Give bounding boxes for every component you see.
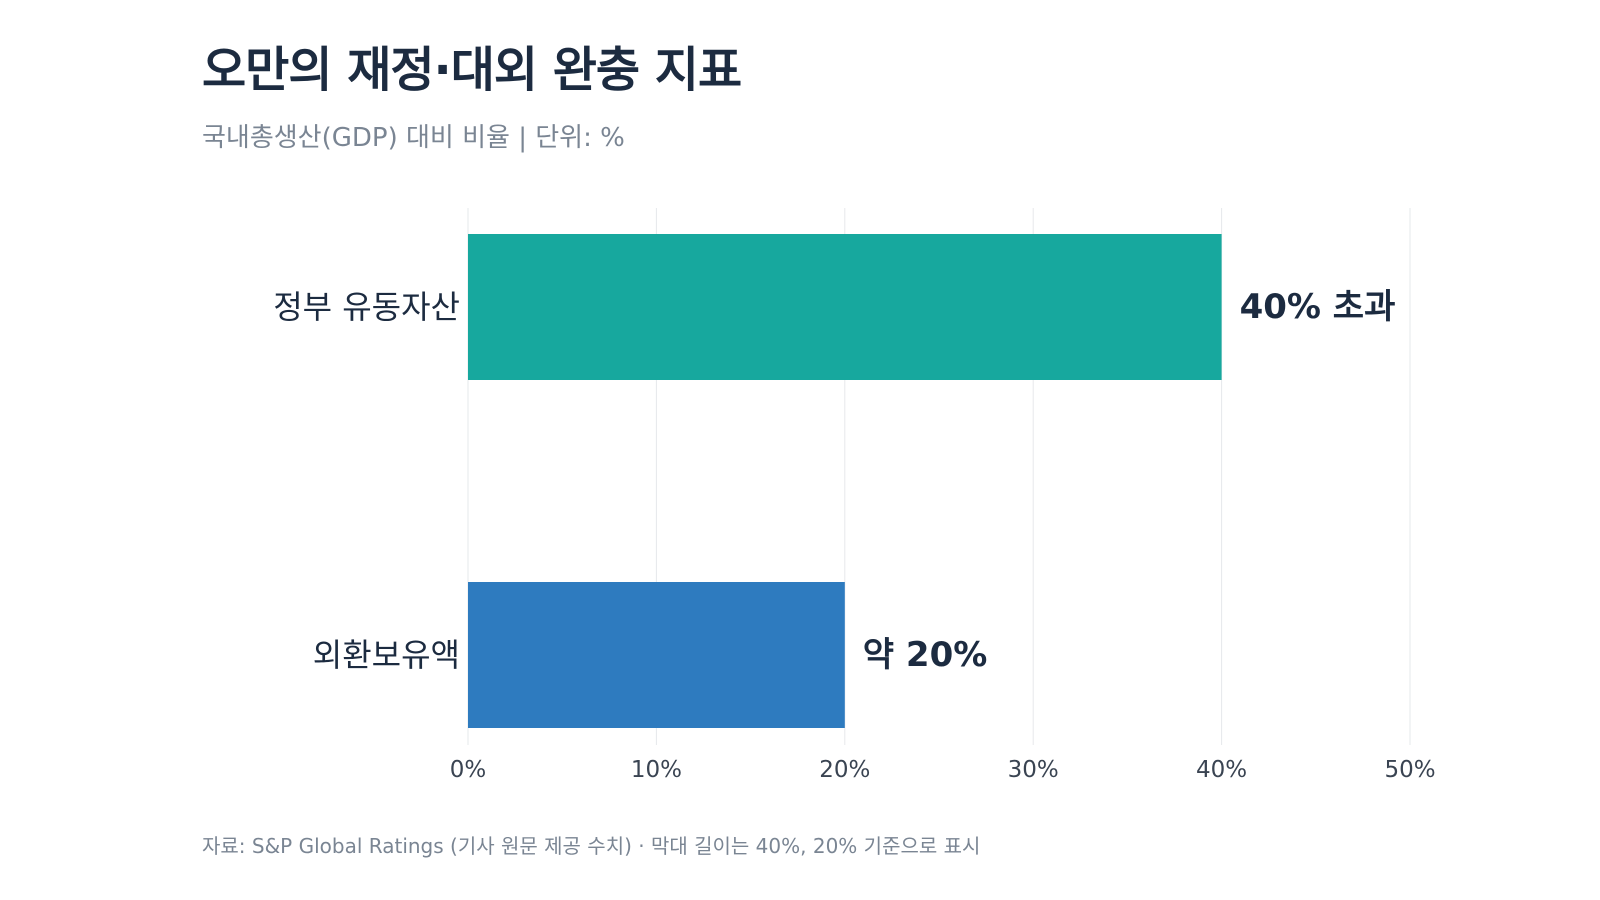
data-label: 40% 초과 xyxy=(1240,287,1396,327)
x-tick-label: 10% xyxy=(631,757,682,783)
bar xyxy=(468,234,1222,380)
chart-subtitle: 국내총생산(GDP) 대비 비율 | 단위: % xyxy=(202,123,625,153)
data-label: 약 20% xyxy=(863,635,988,675)
x-tick-label: 50% xyxy=(1384,757,1435,783)
category-label: 외환보유액 xyxy=(313,636,460,674)
x-tick-label: 0% xyxy=(450,757,487,783)
x-tick-label: 40% xyxy=(1196,757,1247,783)
category-label: 정부 유동자산 xyxy=(273,288,460,326)
x-tick-label: 30% xyxy=(1008,757,1059,783)
bar xyxy=(468,582,845,728)
x-tick-label: 20% xyxy=(819,757,870,783)
chart-title: 오만의 재정·대외 완충 지표 xyxy=(202,42,742,98)
source-note: 자료: S&P Global Ratings (기사 원문 제공 수치) · 막… xyxy=(202,834,981,858)
